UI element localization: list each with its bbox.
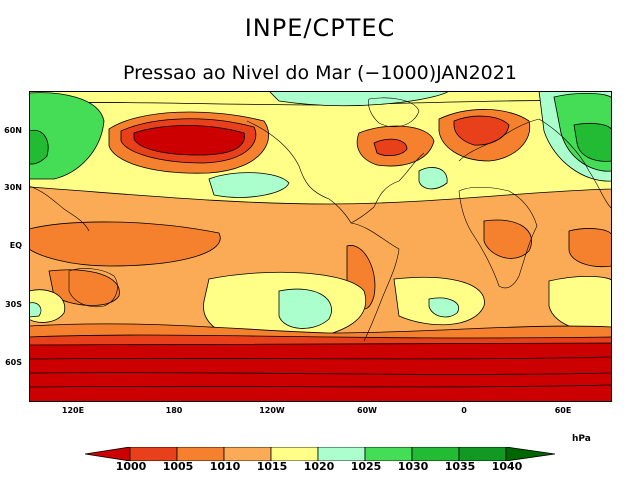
colorbar-label-1005: 1005 (162, 460, 194, 473)
band-1020-southpac (278, 288, 332, 329)
colorbar-swatch-1030 (411, 447, 460, 461)
aleutian-low-1000 (133, 125, 245, 156)
antarctic-contour-2 (29, 372, 612, 375)
chart-title: Pressao ao Nivel do Mar (−1000)JAN2021 (123, 62, 517, 84)
europe-low-1005 (453, 115, 510, 146)
icelandic-low-1005 (373, 138, 408, 157)
org-title: INPE/CPTEC (244, 14, 396, 42)
colorbar-swatch-1000 (129, 447, 178, 461)
coast-asia (538, 118, 612, 210)
colorbar-swatch-1015 (270, 447, 319, 461)
band-1005-pacific (29, 221, 221, 267)
colorbar-over-arrow (505, 447, 555, 461)
colorbar-label-1035: 1035 (444, 460, 476, 473)
band-1020-southatl (428, 297, 460, 318)
colorbar-label-1025: 1025 (350, 460, 382, 473)
coast-north-america (246, 120, 425, 224)
lon-label-60e: 60E (554, 406, 572, 415)
pressure-map (29, 91, 612, 402)
antarctic-contour-1 (29, 356, 612, 360)
antarctic-contour-3 (29, 384, 612, 388)
units-label: hPa (572, 434, 591, 444)
colorbar-label-1020: 1020 (303, 460, 335, 473)
south-1000 (29, 342, 612, 402)
colorbar-label-1015: 1015 (256, 460, 288, 473)
band-1015-southind (548, 275, 612, 333)
asia-west-1025 (29, 92, 105, 180)
colorbar-swatch-1035 (458, 447, 507, 461)
lon-label-120e: 120E (61, 406, 85, 415)
coast-south-america (350, 222, 400, 342)
coast-greenland (368, 97, 420, 127)
colorbar-label-1040: 1040 (491, 460, 523, 473)
colorbar-swatch-1010 (223, 447, 272, 461)
colorbar-swatch-1020 (317, 447, 366, 461)
band-1020-westpac (29, 302, 42, 318)
colorbar-swatch-1025 (364, 447, 413, 461)
colorbar-label-1030: 1030 (397, 460, 429, 473)
lat-label-30s: 30S (5, 300, 22, 309)
siberian-1030 (573, 123, 612, 162)
band-1020-ne-pacific (208, 172, 290, 198)
colorbar-under-arrow (85, 447, 131, 461)
lon-label-0: 0 (461, 406, 467, 415)
coast-africa (458, 186, 538, 289)
arctic-1020 (268, 91, 450, 107)
asia-west-1030 (29, 129, 49, 165)
lat-label-60n: 60N (4, 126, 22, 135)
coast-east-asia (29, 185, 90, 232)
colorbar (85, 447, 555, 461)
band-1005-africa (483, 219, 532, 259)
colorbar-label-1010: 1010 (209, 460, 241, 473)
band-1005-aus (48, 269, 120, 306)
band-1005-indian (568, 228, 612, 268)
lon-label-180: 180 (165, 406, 183, 415)
lat-label-30n: 30N (4, 183, 22, 192)
lon-label-60w: 60W (357, 406, 377, 415)
lat-label-eq: EQ (9, 241, 22, 250)
lon-label-120w: 120W (259, 406, 285, 415)
coast-europe (458, 118, 540, 162)
coast-australia (68, 268, 118, 308)
colorbar-swatch-1005 (176, 447, 225, 461)
lat-label-60s: 60S (5, 358, 22, 367)
band-1020-azores (418, 167, 448, 190)
colorbar-label-1000: 1000 (115, 460, 147, 473)
